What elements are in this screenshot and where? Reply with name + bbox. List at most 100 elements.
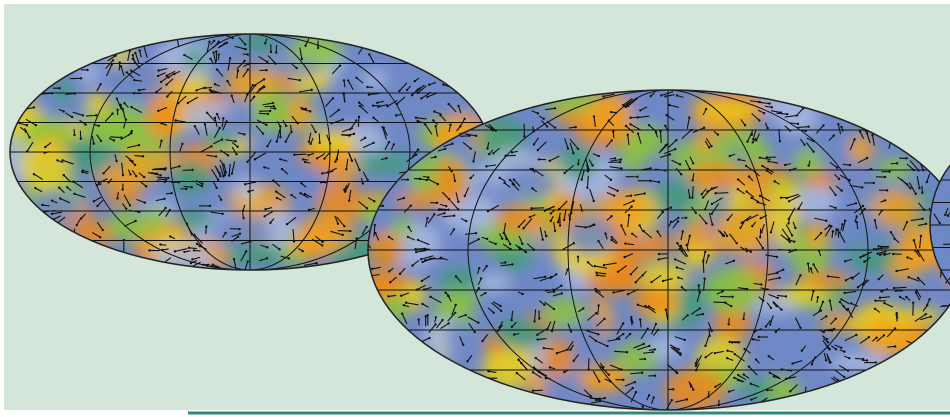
vector-head bbox=[759, 217, 763, 220]
hot-spot bbox=[792, 148, 824, 176]
vector bbox=[747, 132, 753, 142]
vector bbox=[640, 167, 651, 171]
vector bbox=[637, 115, 650, 119]
vector-head bbox=[157, 109, 160, 113]
vector-head bbox=[878, 253, 882, 256]
hot-spot bbox=[368, 231, 404, 267]
vector bbox=[690, 307, 701, 315]
vector bbox=[672, 346, 681, 354]
vector-head bbox=[728, 154, 731, 158]
vector bbox=[549, 273, 557, 280]
vector-head bbox=[357, 101, 361, 104]
vector-head bbox=[219, 175, 222, 178]
vector-head bbox=[241, 209, 245, 213]
vector bbox=[943, 243, 950, 246]
vector-head bbox=[784, 377, 788, 380]
vector-head bbox=[582, 307, 585, 310]
hot-spot bbox=[148, 93, 181, 139]
vector bbox=[231, 233, 241, 238]
vector bbox=[214, 165, 221, 174]
vector bbox=[213, 127, 221, 138]
vector-head bbox=[381, 204, 384, 208]
vector bbox=[592, 370, 600, 382]
vector bbox=[35, 187, 43, 193]
hot-spot bbox=[145, 206, 169, 233]
vector bbox=[919, 235, 922, 249]
vector-head bbox=[876, 252, 879, 255]
vector bbox=[844, 290, 857, 294]
vector-head bbox=[131, 54, 135, 57]
vector-head bbox=[223, 173, 227, 177]
vector-head bbox=[133, 163, 137, 167]
vector bbox=[608, 120, 615, 127]
vector-head bbox=[274, 51, 278, 54]
vector bbox=[873, 247, 883, 250]
vector bbox=[824, 226, 832, 237]
vector bbox=[569, 142, 574, 154]
vector-head bbox=[686, 314, 689, 317]
vector-head bbox=[347, 199, 351, 202]
vector-head bbox=[642, 342, 645, 346]
vector bbox=[97, 199, 104, 207]
vector bbox=[513, 179, 521, 187]
vector-head bbox=[504, 154, 507, 158]
vector bbox=[348, 189, 352, 201]
vector bbox=[131, 106, 142, 114]
vector-head bbox=[279, 158, 282, 161]
vector-head bbox=[846, 307, 850, 311]
vector bbox=[609, 166, 622, 170]
vector-head bbox=[775, 255, 779, 259]
vector bbox=[850, 302, 859, 307]
vector bbox=[280, 255, 290, 260]
vector-head bbox=[466, 360, 469, 363]
vector-head bbox=[44, 145, 47, 149]
vector-head bbox=[387, 235, 391, 239]
vector-head bbox=[32, 172, 36, 176]
vector bbox=[533, 276, 546, 280]
vector-head bbox=[883, 175, 887, 179]
vector-head bbox=[862, 254, 865, 257]
vector-head bbox=[156, 74, 160, 78]
vector-head bbox=[293, 153, 296, 156]
vector-head bbox=[742, 373, 745, 376]
vector-head bbox=[773, 180, 776, 183]
vector-head bbox=[307, 153, 310, 157]
vector-head bbox=[724, 301, 727, 304]
vector-head bbox=[433, 213, 436, 216]
vector bbox=[219, 149, 229, 156]
vector bbox=[558, 200, 568, 210]
vector bbox=[324, 97, 334, 107]
vector-head bbox=[727, 323, 730, 326]
vector bbox=[231, 95, 235, 104]
vector bbox=[845, 276, 854, 281]
vector-head bbox=[318, 141, 321, 145]
vector-head bbox=[400, 294, 403, 297]
vector-head bbox=[366, 179, 369, 182]
vector bbox=[96, 83, 102, 92]
vector-head bbox=[303, 192, 307, 196]
vector bbox=[427, 214, 435, 224]
vector-head bbox=[163, 180, 167, 184]
vector-head bbox=[143, 201, 147, 204]
vector-head bbox=[450, 170, 453, 173]
vector-head bbox=[874, 361, 878, 364]
hot-spot bbox=[440, 286, 481, 308]
vector bbox=[691, 206, 697, 214]
vector bbox=[908, 182, 917, 195]
vector-head bbox=[796, 122, 800, 126]
vector-head bbox=[395, 102, 399, 106]
vector bbox=[415, 117, 427, 120]
vector bbox=[464, 187, 470, 197]
vector-head bbox=[92, 200, 96, 203]
vector-head bbox=[634, 281, 637, 284]
vector-head bbox=[753, 330, 756, 333]
hot-spot bbox=[683, 244, 711, 269]
vector-head bbox=[919, 234, 923, 238]
vector-head bbox=[778, 140, 782, 143]
vector bbox=[213, 139, 223, 145]
vector bbox=[341, 127, 352, 133]
hot-spot bbox=[92, 118, 148, 150]
vector-head bbox=[509, 242, 512, 246]
vector-head bbox=[780, 308, 783, 311]
vector-head bbox=[469, 147, 472, 150]
